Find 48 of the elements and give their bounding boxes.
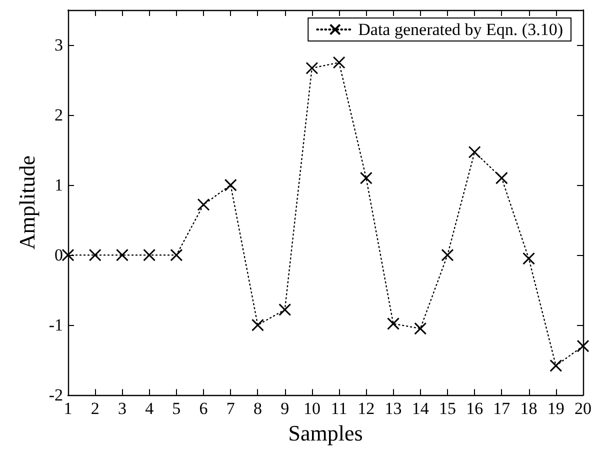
x-tick-label: 10 — [303, 399, 320, 418]
y-tick-label: 3 — [54, 36, 63, 55]
point — [414, 322, 427, 335]
point — [170, 248, 183, 262]
y-tick-label: -1 — [48, 316, 63, 335]
x-tick-label: 6 — [199, 399, 208, 418]
x-tick-label: 17 — [493, 399, 511, 418]
x-tick-label: 11 — [330, 399, 348, 418]
point — [251, 318, 264, 332]
point — [116, 248, 128, 262]
x-tick-label: 2 — [90, 399, 100, 418]
point — [522, 252, 536, 265]
point — [224, 178, 237, 192]
x-tick-label: 7 — [226, 399, 236, 418]
point — [278, 303, 292, 316]
point — [197, 198, 210, 211]
x-tick-label: 12 — [358, 399, 375, 418]
x-tick-label: 15 — [438, 399, 456, 418]
y-tick-label: 0 — [54, 246, 63, 265]
x-tick-label: 4 — [145, 399, 154, 418]
point — [550, 359, 562, 372]
x-tick-label: 9 — [280, 399, 290, 418]
x-tick-label: 20 — [574, 399, 592, 418]
x-tick-label: 19 — [547, 399, 564, 418]
point — [495, 172, 508, 184]
x-tick-label: 5 — [172, 399, 181, 418]
point — [306, 62, 318, 74]
point — [143, 248, 156, 262]
y-tick-label: -2 — [48, 386, 63, 405]
x-tick-label: 14 — [412, 399, 430, 418]
x-axis-title: Samples — [288, 420, 363, 446]
point — [62, 248, 74, 262]
point — [468, 146, 481, 158]
x-tick-label: 8 — [253, 399, 262, 418]
point — [441, 248, 454, 262]
x-tick-label: 16 — [466, 399, 484, 418]
y-axis-title: Amplitude — [14, 155, 40, 250]
point — [88, 248, 102, 262]
point — [332, 56, 346, 69]
point — [360, 172, 372, 184]
x-tick-label: 3 — [118, 399, 126, 418]
x-tick-label: 13 — [384, 399, 402, 418]
x-tick-label: 18 — [520, 399, 538, 418]
point — [387, 317, 400, 330]
legend-label: Data generated by Eqn. (3.10) — [358, 20, 564, 39]
y-tick-label: 1 — [54, 176, 63, 195]
y-tick-label: 2 — [54, 106, 63, 125]
point — [576, 340, 590, 352]
